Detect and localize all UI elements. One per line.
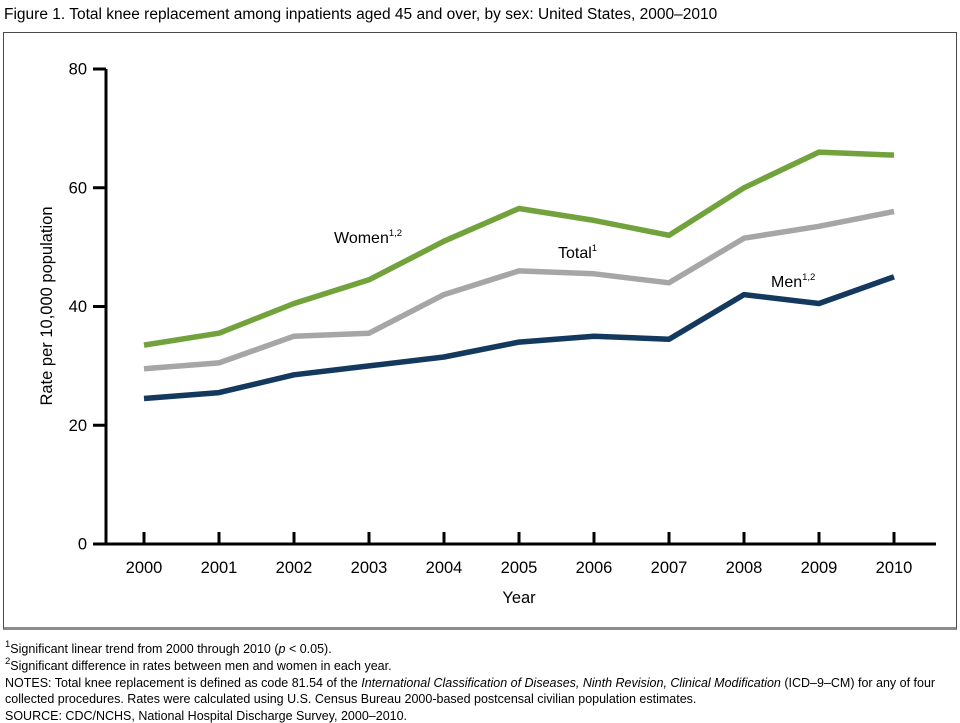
x-tick-label: 2008 [726,559,763,577]
series-label-women-text: Women [334,230,389,247]
series-label-women: Women1,2 [334,227,403,248]
series-label-total-text: Total [558,245,592,262]
y-tick-label: 0 [78,536,87,554]
footnote-1-text-end: < 0.05). [285,642,332,656]
footnote-1: 1Significant linear trend from 2000 thro… [5,638,955,658]
series-line-men [143,274,895,402]
notes-text-end: (ICD–9–CM) for any of four collected pro… [5,675,936,707]
series-label-men-text: Men [771,274,803,291]
x-tick-label: 2004 [426,559,463,577]
y-tick-label: 60 [69,179,87,197]
chart-panel: 0 20 40 60 80 2000 2001 2002 2003 2004 2005 2006 200… [3,32,957,630]
series-lines [143,149,895,402]
footnote-source: SOURCE: CDC/NCHS, National Hospital Disc… [5,709,408,723]
x-tick-label: 2001 [201,559,238,577]
series-label-total-sup: 1 [591,242,598,254]
x-tick-label: 2002 [276,559,313,577]
y-tick-label: 40 [69,298,87,316]
axes: 0 20 40 60 80 2000 2001 2002 2003 2004 2005 2006 200… [69,61,936,577]
footnote-2-sup: 2 [5,655,11,667]
series-label-men-sup: 1,2 [802,271,816,283]
series-label-total: Total1 [558,242,598,263]
y-tick-label: 20 [69,417,87,435]
x-tick-label: 2003 [351,559,388,577]
x-axis-title: Year [502,589,536,607]
x-tick-label: 2005 [501,559,538,577]
x-tick-label: 2007 [651,559,688,577]
y-axis-title: Rate per 10,000 population [38,206,56,405]
figure-title: Figure 1. Total knee replacement among i… [4,6,718,23]
footnote-2-text: Significant difference in rates between … [10,658,392,673]
series-label-women-sup: 1,2 [388,227,403,239]
series-label-men: Men1,2 [771,271,816,292]
x-tick-label: 2009 [801,559,838,577]
footnotes: 1Significant linear trend from 2000 thro… [5,638,955,723]
footnote-1-sup: 1 [5,638,11,650]
footnote-2: 2Significant difference in rates between… [5,655,955,675]
x-tick-label: 2006 [576,559,613,577]
footnote-notes: NOTES: Total knee replacement is defined… [5,675,955,709]
notes-text-italic: International Classification of Diseases… [361,675,781,690]
y-tick-label: 80 [69,61,87,79]
x-tick-label: 2010 [876,559,913,577]
x-tick-label: 2000 [126,559,163,577]
series-line-total [143,208,895,372]
notes-text-start: NOTES: Total knee replacement is defined… [5,675,362,690]
footnote-1-pvalue: p [278,642,286,656]
line-chart: 0 20 40 60 80 2000 2001 2002 2003 2004 2005 2006 200… [38,61,936,607]
series-line-women [143,149,895,348]
footnote-1-text: Significant linear trend from 2000 throu… [10,642,279,656]
